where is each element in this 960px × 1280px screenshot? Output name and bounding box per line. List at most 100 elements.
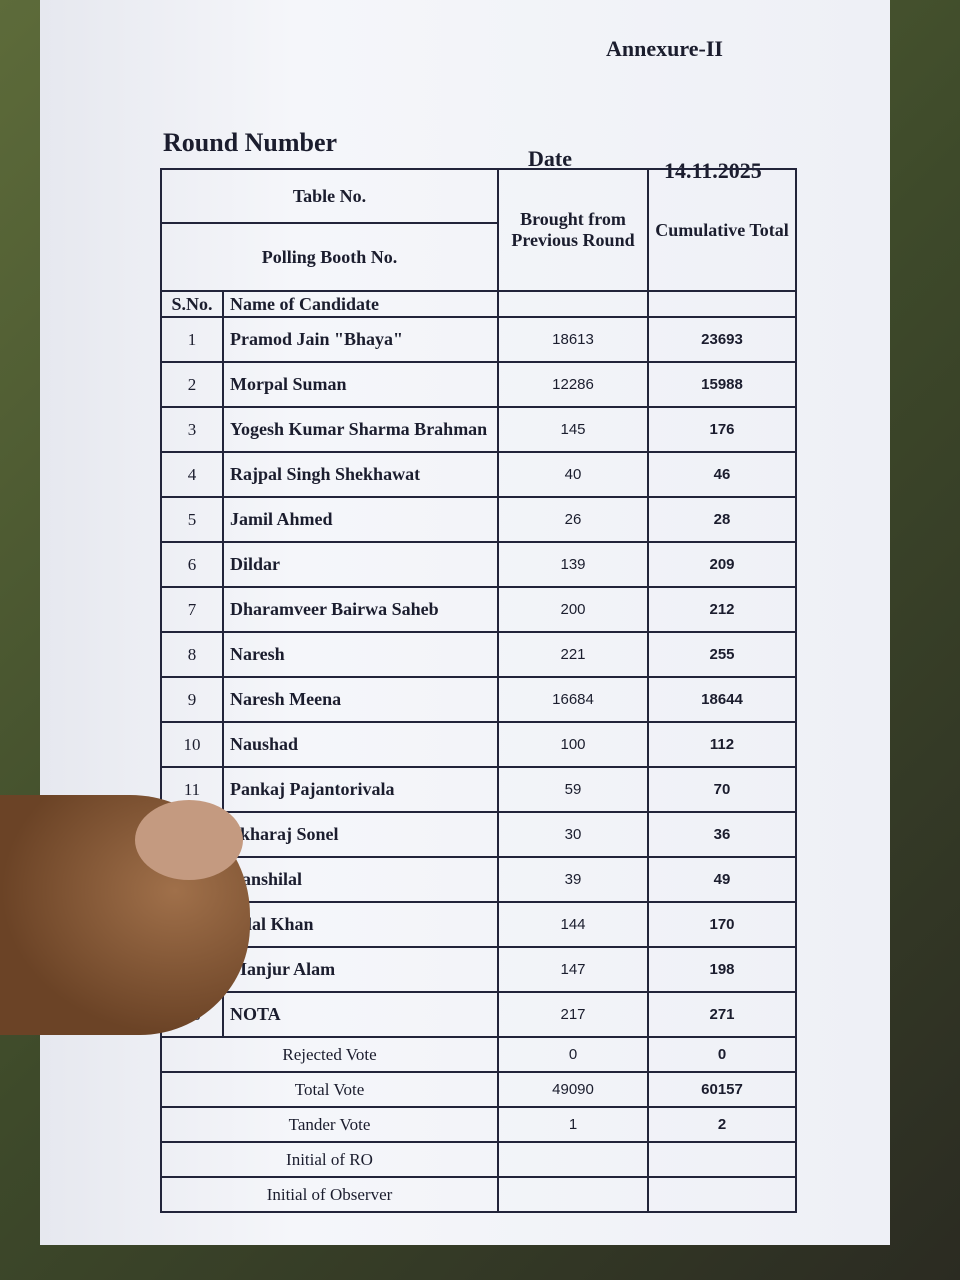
- table-cell: 100: [497, 721, 649, 768]
- round-label: Round Number: [163, 128, 338, 157]
- table-cell: [647, 1176, 797, 1213]
- table-cell: 18613: [497, 316, 649, 363]
- table-cell: 39: [497, 856, 649, 903]
- table-cell: 209: [647, 541, 797, 588]
- table-cell: 16684: [497, 676, 649, 723]
- candidate-name: Jamil Ahmed: [222, 496, 499, 543]
- table-cell: 0: [497, 1036, 649, 1073]
- table-cell: 28: [647, 496, 797, 543]
- table-cell: 5: [160, 496, 224, 543]
- table-row: 10 Naushad 100 112: [160, 721, 797, 768]
- table-row: 6 Dildar 139 209: [160, 541, 797, 588]
- table-cell: [497, 1141, 649, 1178]
- table-cell: 12286: [497, 361, 649, 408]
- table-cell: 70: [647, 766, 797, 813]
- table-row: 3 Yogesh Kumar Sharma Brahman 145 176: [160, 406, 797, 453]
- table-cell: 144: [497, 901, 649, 948]
- candidate-name: Naresh Meena: [222, 676, 499, 723]
- table-cell: 23693: [647, 316, 797, 363]
- table-row: 2 Morpal Suman 12286 15988: [160, 361, 797, 408]
- table-cell: 4: [160, 451, 224, 498]
- table-cell: 255: [647, 631, 797, 678]
- candidate-name: Dildar: [222, 541, 499, 588]
- table-cell: 26: [497, 496, 649, 543]
- candidate-name: Rajpal Singh Shekhawat: [222, 451, 499, 498]
- table-cell: 198: [647, 946, 797, 993]
- table-cell: S.No.: [160, 290, 224, 318]
- table-row: 1 Pramod Jain "Bhaya" 18613 23693: [160, 316, 797, 363]
- table-cell: 2: [647, 1106, 797, 1143]
- annexure: Annexure-II: [606, 36, 723, 61]
- table-row: Table No. Brought from Previous Round Cumu…: [160, 168, 797, 292]
- table-row: Tander Vote 1 2: [160, 1106, 797, 1143]
- table-cell: 46: [647, 451, 797, 498]
- table-cell: 10: [160, 721, 224, 768]
- table-cell: Cumulative Total: [647, 168, 797, 292]
- table-cell: [497, 290, 649, 318]
- table-cell: Polling Booth No.: [160, 222, 499, 292]
- table-row: ukharaj Sonel 30 36: [160, 811, 797, 858]
- table-cell: Brought from Previous Round: [497, 168, 649, 292]
- date-label: Date: [528, 146, 572, 171]
- table-cell: Initial of Observer: [160, 1176, 499, 1213]
- table-cell: 59: [497, 766, 649, 813]
- candidate-name: Banshilal: [222, 856, 499, 903]
- table-row: 16NOTA217271: [160, 991, 797, 1038]
- table-row: 5 Jamil Ahmed 26 28: [160, 496, 797, 543]
- table-cell: Tander Vote: [160, 1106, 499, 1143]
- table-cell: 1: [497, 1106, 649, 1143]
- candidate-name: Yogesh Kumar Sharma Brahman: [222, 406, 499, 453]
- table-cell: 60157: [647, 1071, 797, 1108]
- table-row: S.No. Name of Candidate: [160, 290, 797, 318]
- table-row: Total Vote 49090 60157: [160, 1071, 797, 1108]
- table-cell: 49090: [497, 1071, 649, 1108]
- table-cell: 271: [647, 991, 797, 1038]
- table-cell: 2: [160, 361, 224, 408]
- table-cell: 217: [497, 991, 649, 1038]
- candidate-name: Naresh: [222, 631, 499, 678]
- table-cell: [497, 1176, 649, 1213]
- table-cell: 9: [160, 676, 224, 723]
- candidate-name: Manjur Alam: [222, 946, 499, 993]
- table-cell: 147: [497, 946, 649, 993]
- table-cell: 200: [497, 586, 649, 633]
- table-cell: 212: [647, 586, 797, 633]
- table-cell: Table No.: [160, 168, 499, 224]
- candidate-name: Naushad: [222, 721, 499, 768]
- table-row: 4 Rajpal Singh Shekhawat 40 46: [160, 451, 797, 498]
- candidate-name: Pramod Jain "Bhaya": [222, 316, 499, 363]
- table-row: Polling Booth No.: [160, 222, 796, 292]
- candidate-name: Name of Candidate: [222, 290, 499, 318]
- result-table: Table No. Brought from Previous Round Cumu…: [160, 168, 797, 1213]
- table-cell: Total Vote: [160, 1071, 499, 1108]
- candidate-name: Bilal Khan: [222, 901, 499, 948]
- candidate-name: ukharaj Sonel: [222, 811, 499, 858]
- table-row: Rejected Vote 0 0: [160, 1036, 797, 1073]
- table-row: 8 Naresh 221 255: [160, 631, 797, 678]
- table-cell: 3: [160, 406, 224, 453]
- table-cell: 145: [497, 406, 649, 453]
- table-cell: [647, 1141, 797, 1178]
- table-cell: 40: [497, 451, 649, 498]
- table-cell: 18644: [647, 676, 797, 723]
- table-cell: 112: [647, 721, 797, 768]
- table-cell: 49: [647, 856, 797, 903]
- table-cell: Initial of RO: [160, 1141, 499, 1178]
- table-cell: 30: [497, 811, 649, 858]
- table-row: 7 Dharamveer Bairwa Saheb 200 212: [160, 586, 797, 633]
- table-row: 9 Naresh Meena 16684 18644: [160, 676, 797, 723]
- table-cell: 139: [497, 541, 649, 588]
- table-row: 11 Pankaj Pajantorivala 59 70: [160, 766, 797, 813]
- candidate-name: Morpal Suman: [222, 361, 499, 408]
- candidate-name: NOTA: [222, 991, 499, 1038]
- table-cell: 176: [647, 406, 797, 453]
- table-cell: 170: [647, 901, 797, 948]
- table-cell: [647, 290, 797, 318]
- table-row: Initial of RO: [160, 1141, 797, 1178]
- table-cell: 6: [160, 541, 224, 588]
- table-cell: 36: [647, 811, 797, 858]
- table-cell: Rejected Vote: [160, 1036, 499, 1073]
